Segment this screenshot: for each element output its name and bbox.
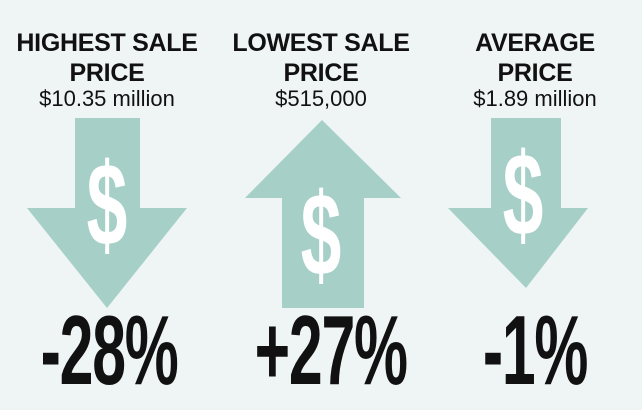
dollar-sign-icon: $	[86, 139, 128, 271]
up-arrow-icon	[245, 120, 401, 308]
metric-average-price: AVERAGE PRICE $1.89 million $ -1%	[428, 0, 642, 410]
metric-change: -1%	[482, 295, 589, 405]
metric-value: $1.89 million	[473, 86, 597, 111]
metric-highest-sale-price: HIGHEST SALE PRICE $10.35 million $ -28%	[0, 0, 214, 410]
metric-change: -28%	[40, 295, 179, 405]
dollar-sign-icon: $	[300, 169, 342, 301]
down-arrow-icon	[448, 118, 588, 288]
metric-title-line2: PRICE	[283, 59, 359, 87]
metric-change: +27%	[254, 295, 408, 405]
metric-title: HIGHEST SALE PRICE	[0, 28, 214, 88]
metric-value: $10.35 million	[39, 86, 175, 111]
metric-title-line2: PRICE	[497, 59, 573, 87]
dollar-sign-icon: $	[502, 129, 544, 261]
metric-title: AVERAGE PRICE	[428, 28, 642, 88]
metric-title-line1: HIGHEST SALE	[16, 29, 198, 57]
metric-title-line1: AVERAGE	[475, 29, 595, 57]
metric-title: LOWEST SALE PRICE	[214, 28, 428, 88]
metric-title-line1: LOWEST SALE	[232, 29, 410, 57]
down-arrow-icon	[27, 118, 187, 308]
metric-value: $515,000	[275, 86, 367, 111]
metric-lowest-sale-price: LOWEST SALE PRICE $515,000 $ +27%	[214, 0, 428, 410]
metric-title-line2: PRICE	[69, 59, 145, 87]
